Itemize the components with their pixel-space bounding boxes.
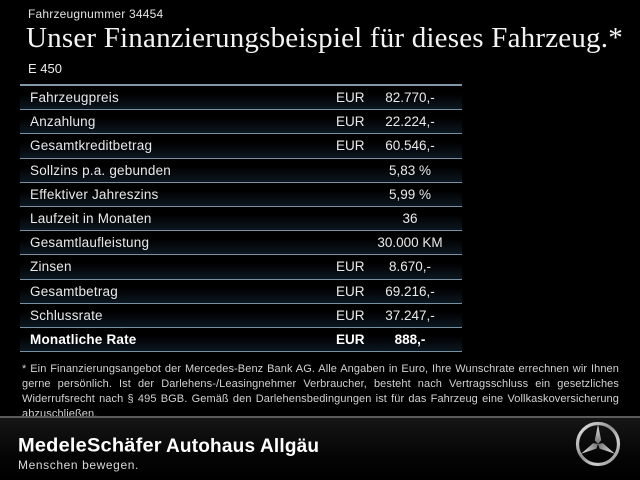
row-currency: EUR: [336, 307, 365, 323]
footer-divider: [0, 416, 640, 418]
row-label: Fahrzeugpreis: [30, 90, 119, 106]
table-row: Zinsen EUR 8.670,-: [20, 255, 462, 280]
table-row: Effektiver Jahreszins 5,99 %: [20, 182, 462, 207]
dealer-footer: MedeleSchäfer Autohaus Allgäu Menschen b…: [0, 418, 640, 480]
row-currency: EUR: [336, 90, 365, 106]
table-row-monthly-rate: Monatliche Rate EUR 888,-: [20, 327, 462, 353]
table-row: Gesamtbetrag EUR 69.216,-: [20, 279, 462, 304]
mercedes-star-icon: [573, 419, 623, 469]
row-value: 22.224,-: [385, 114, 435, 130]
row-label: Gesamtkreditbetrag: [30, 138, 153, 154]
row-value: 36: [402, 211, 418, 227]
row-value: 888,-: [394, 331, 426, 347]
dealer-secondary-logo: Autohaus Allgäu: [166, 436, 320, 457]
row-label: Schlussrate: [30, 307, 103, 323]
financing-table: Fahrzeugpreis EUR 82.770,- Anzahlung EUR…: [20, 84, 462, 353]
row-currency: EUR: [336, 283, 365, 299]
table-row: Gesamtkreditbetrag EUR 60.546,-: [20, 134, 462, 159]
row-label: Monatliche Rate: [30, 331, 137, 347]
row-label: Effektiver Jahreszins: [30, 186, 159, 202]
table-row: Fahrzeugpreis EUR 82.770,-: [20, 86, 462, 111]
table-row: Anzahlung EUR 22.224,-: [20, 110, 462, 135]
row-value: 82.770,-: [385, 90, 435, 106]
row-currency: EUR: [336, 259, 365, 275]
vehicle-number: Fahrzeugnummer 34454: [28, 7, 164, 21]
dealer-logo: MedeleSchäfer: [18, 435, 162, 457]
row-label: Gesamtbetrag: [30, 283, 118, 299]
dealer-tagline: Menschen bewegen.: [18, 458, 139, 472]
row-label: Gesamtlaufleistung: [30, 235, 150, 251]
vehicle-model: E 450: [28, 61, 62, 76]
legal-footnote: * Ein Finanzierungsangebot der Mercedes-…: [22, 363, 619, 420]
table-row: Gesamtlaufleistung 30.000 KM: [20, 231, 462, 256]
row-value: 5,99 %: [388, 186, 432, 202]
row-currency: EUR: [336, 114, 365, 130]
page-title: Unser Finanzierungsbeispiel für dieses F…: [26, 22, 623, 54]
row-label: Zinsen: [30, 259, 72, 275]
row-currency: EUR: [336, 331, 365, 347]
row-value: 60.546,-: [385, 138, 435, 154]
table-row: Sollzins p.a. gebunden 5,83 %: [20, 158, 462, 183]
row-value: 30.000 KM: [377, 235, 443, 251]
row-value: 69.216,-: [385, 283, 435, 299]
table-row: Schlussrate EUR 37.247,-: [20, 303, 462, 328]
table-row: Laufzeit in Monaten 36: [20, 206, 462, 232]
row-label: Sollzins p.a. gebunden: [30, 162, 172, 178]
row-label: Laufzeit in Monaten: [30, 211, 152, 227]
row-label: Anzahlung: [30, 114, 96, 130]
row-value: 5,83 %: [388, 162, 432, 178]
row-currency: EUR: [336, 138, 365, 154]
row-value: 8.670,-: [388, 259, 432, 275]
row-value: 37.247,-: [385, 307, 435, 323]
